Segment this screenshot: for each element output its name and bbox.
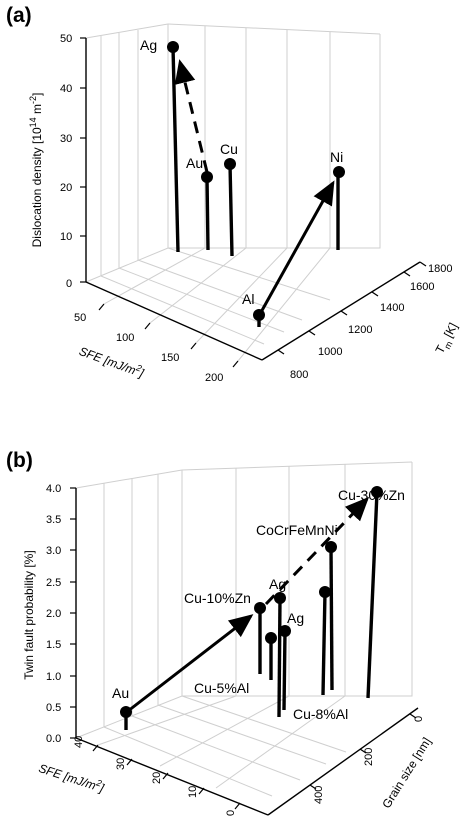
y-tick-label: 400 xyxy=(313,786,325,804)
panel-a-x-axis-title: SFE [mJ/m2] xyxy=(77,342,147,380)
point-cu10zn xyxy=(254,602,266,614)
point-cu xyxy=(224,158,236,170)
point-label-al: Al xyxy=(242,291,254,307)
point-cu8al xyxy=(319,586,331,598)
x-tick-label: 0 xyxy=(225,810,237,816)
z-tick-label: 0.5 xyxy=(46,702,61,714)
panel-a-grid xyxy=(85,23,381,362)
y-tick-label: 1000 xyxy=(318,346,342,358)
panel-b-label: (b) xyxy=(6,449,33,472)
y-tick-label: 200 xyxy=(363,748,375,766)
stem-cu xyxy=(228,163,234,257)
point-label-au: Au xyxy=(186,155,203,171)
stem-au xyxy=(205,176,210,251)
z-tick-label: 1.0 xyxy=(46,671,61,683)
point-au xyxy=(120,706,132,718)
panel-b-y-axis-title: Grain size [nm] xyxy=(379,735,434,811)
point-label-cocrfemnni: CoCrFeMnNi xyxy=(256,522,338,538)
y-tick-label: 0 xyxy=(413,716,425,722)
point-label-ag: Ag xyxy=(140,37,157,53)
arrow-cu10zn-to-cu30zn xyxy=(264,496,370,606)
x-tick-label: 30 xyxy=(115,758,127,770)
z-tick-label: 30 xyxy=(60,133,72,145)
point-ag-2 xyxy=(279,625,291,637)
stem-ag xyxy=(171,46,180,253)
point-label-cu8al: Cu-8%Al xyxy=(293,706,348,722)
panel-b-z-axis-title: Twin fault probability [%] xyxy=(22,550,36,679)
z-tick-label: 3.5 xyxy=(46,514,61,526)
point-label-ag-1: Ag xyxy=(269,576,286,592)
z-tick-label: 3.0 xyxy=(46,545,61,557)
point-au xyxy=(201,171,213,183)
x-tick-label: 100 xyxy=(116,332,134,344)
point-cocrfemnni xyxy=(325,541,337,553)
panel-b-data: Au Cu-10%Zn Ag Ag Cu-5%Al CoCrFeMnNi Cu-… xyxy=(112,486,405,730)
stem-ag-2 xyxy=(282,630,287,711)
z-tick-label: 50 xyxy=(60,33,72,45)
panel-a-y-ticks: 800 1000 1200 1400 1600 1800 xyxy=(277,261,452,381)
y-tick-label: 1600 xyxy=(410,281,434,293)
stem-cocrfemnni xyxy=(329,546,334,691)
y-tick-label: 1200 xyxy=(348,324,372,336)
point-label-cu: Cu xyxy=(220,141,238,157)
z-tick-label: 0 xyxy=(66,278,72,290)
y-tick-label: 800 xyxy=(290,369,308,381)
panel-a-x-ticks: 50 100 150 200 xyxy=(74,303,239,384)
panel-a-axes xyxy=(85,38,421,361)
z-tick-label: 4.0 xyxy=(46,483,61,495)
point-label-au: Au xyxy=(112,685,129,701)
x-tick-label: 200 xyxy=(205,372,223,384)
x-tick-label: 10 xyxy=(187,786,199,798)
z-tick-label: 2.0 xyxy=(46,608,61,620)
point-label-cu5al: Cu-5%Al xyxy=(194,680,249,696)
z-tick-label: 40 xyxy=(60,83,72,95)
panel-b: (b) xyxy=(6,449,434,816)
arrow-au-to-cu10zn xyxy=(127,614,254,713)
panel-b-z-ticks: 0.0 0.5 1.0 1.5 2.0 2.5 3.0 3.5 4.0 xyxy=(46,483,76,745)
panel-a-y-axis-title: Tm [K] xyxy=(433,320,463,357)
z-tick-label: 10 xyxy=(60,231,72,243)
panel-b-grid xyxy=(75,461,413,797)
x-tick-label: 50 xyxy=(74,312,86,324)
stem-ag-1 xyxy=(277,597,282,718)
x-tick-label: 40 xyxy=(73,736,85,748)
z-tick-label: 1.5 xyxy=(46,639,61,651)
point-ag-1 xyxy=(274,592,286,604)
panel-b-x-axis-title: SFE [mJ/m2] xyxy=(37,759,107,795)
point-ni xyxy=(333,166,345,178)
panel-b-y-ticks: 0 200 400 xyxy=(309,713,425,804)
panel-b-x-ticks: 40 30 20 10 0 xyxy=(73,736,241,816)
panel-a-z-axis-title: Dislocation density [1014 m-2] xyxy=(28,93,44,248)
arrow-al-to-ni xyxy=(258,180,335,315)
y-tick-label: 1800 xyxy=(428,263,452,275)
x-tick-label: 20 xyxy=(151,772,163,784)
stem-cu30zn xyxy=(366,491,379,699)
stem-cu8al xyxy=(321,591,327,696)
panel-a-z-ticks: 0 10 20 30 40 50 xyxy=(60,33,86,290)
panel-a-data: Ag Au Cu Al Ni xyxy=(140,37,345,327)
z-tick-label: 0.0 xyxy=(46,733,61,745)
point-al xyxy=(253,309,265,321)
point-label-ag-2: Ag xyxy=(287,610,304,626)
point-label-ni: Ni xyxy=(330,149,343,165)
z-tick-label: 2.5 xyxy=(46,577,61,589)
point-label-cu10zn: Cu-10%Zn xyxy=(184,590,251,606)
point-cu30zn xyxy=(371,486,383,498)
z-tick-label: 20 xyxy=(60,182,72,194)
x-tick-label: 150 xyxy=(161,352,179,364)
point-label-cu30zn: Cu-30%Zn xyxy=(338,487,405,503)
panel-a: (a) xyxy=(6,4,463,384)
point-cu5al xyxy=(265,632,277,644)
point-ag xyxy=(167,41,179,53)
y-tick-label: 1400 xyxy=(380,302,404,314)
panel-a-label: (a) xyxy=(6,4,32,27)
